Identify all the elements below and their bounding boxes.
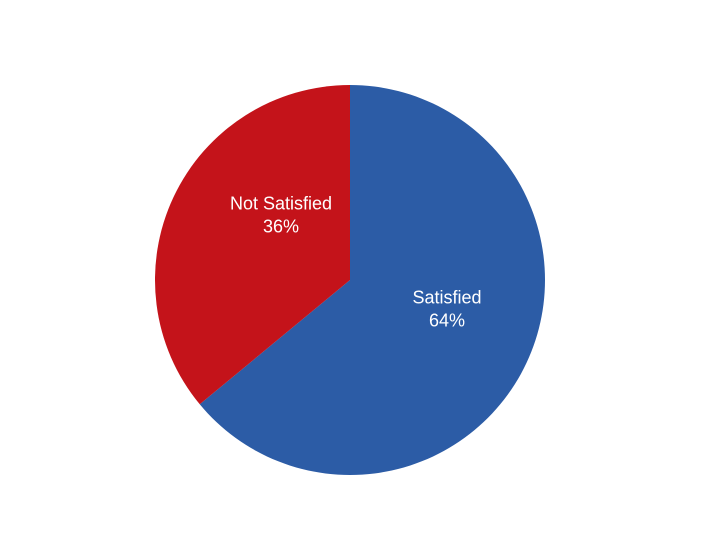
slice-value-text: 36% — [230, 215, 332, 238]
slice-value-text: 64% — [412, 309, 481, 332]
slice-label-text: Not Satisfied — [230, 193, 332, 216]
slice-label-satisfied: Satisfied 64% — [412, 287, 481, 332]
pie-chart: Satisfied 64% Not Satisfied 36% — [0, 0, 720, 540]
pie-svg — [0, 0, 720, 540]
slice-label-not-satisfied: Not Satisfied 36% — [230, 193, 332, 238]
slice-label-text: Satisfied — [412, 287, 481, 310]
